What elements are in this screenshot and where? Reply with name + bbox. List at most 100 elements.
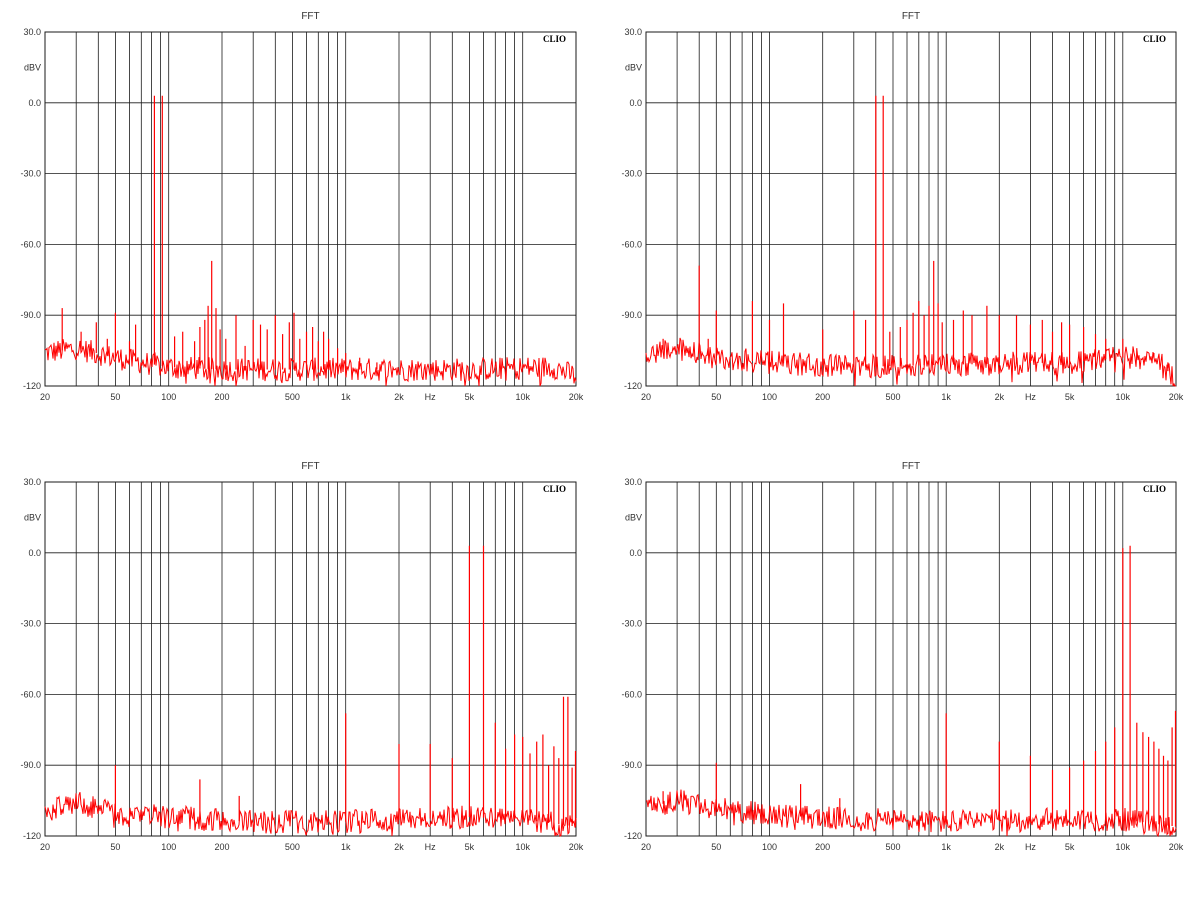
x-axis-unit: Hz — [1025, 842, 1036, 852]
y-tick-label: -90.0 — [621, 760, 642, 770]
harmonic-peaks — [114, 545, 577, 827]
y-tick-label: -120 — [624, 831, 642, 841]
x-tick-label: 500 — [885, 842, 900, 852]
y-tick-label: -30.0 — [20, 169, 41, 179]
x-tick-label: 50 — [110, 392, 120, 402]
x-tick-label: 20 — [40, 842, 50, 852]
x-tick-label: 200 — [214, 842, 229, 852]
x-tick-label: 20k — [1169, 392, 1184, 402]
y-tick-label: 0.0 — [28, 548, 41, 558]
x-tick-label: 100 — [762, 392, 777, 402]
fft-chart-4: FFT CLIO 30.0 0.0 -30.0 -60.0 -90.0 -120 dBV 20 50… — [621, 461, 1183, 852]
noise-floor-trace — [645, 337, 1176, 387]
y-tick-label: -60.0 — [20, 239, 41, 249]
x-tick-label: 1k — [941, 842, 951, 852]
x-tick-label: 2k — [995, 392, 1005, 402]
x-tick-label: 20 — [641, 392, 651, 402]
y-tick-label: 0.0 — [629, 548, 642, 558]
y-tick-label: -60.0 — [621, 689, 642, 699]
y-tick-label: -120 — [23, 831, 41, 841]
x-tick-label: 2k — [995, 842, 1005, 852]
noise-floor-trace — [44, 339, 577, 387]
chart-title: FFT — [902, 461, 920, 472]
plot-area — [44, 31, 577, 387]
y-tick-label: -120 — [23, 381, 41, 391]
y-tick-label: 30.0 — [624, 477, 642, 487]
clio-brand: CLIO — [543, 34, 566, 44]
x-tick-label: 100 — [762, 842, 777, 852]
vertical-gridlines — [75, 32, 524, 386]
x-tick-label: 100 — [161, 392, 176, 402]
plot-area — [44, 481, 577, 837]
x-axis-unit: Hz — [425, 842, 436, 852]
y-tick-label: -90.0 — [20, 760, 41, 770]
chart-title: FFT — [301, 11, 319, 22]
y-axis-unit: dBV — [24, 512, 41, 522]
horizontal-gridlines — [45, 481, 576, 837]
clio-brand: CLIO — [1143, 484, 1166, 494]
x-tick-label: 5k — [1065, 842, 1075, 852]
horizontal-gridlines — [45, 31, 576, 387]
harmonic-peaks — [662, 95, 1169, 372]
y-tick-label: -30.0 — [621, 619, 642, 629]
y-axis-unit: dBV — [625, 512, 642, 522]
fft-chart-3: FFT CLIO 30.0 0.0 -30.0 -60.0 -90.0 -120 dBV 20 50… — [20, 461, 583, 852]
x-tick-label: 200 — [214, 392, 229, 402]
clio-brand: CLIO — [1143, 34, 1166, 44]
x-tick-label: 2k — [394, 392, 404, 402]
plot-area — [645, 31, 1177, 387]
y-tick-label: 30.0 — [23, 477, 41, 487]
x-tick-label: 1k — [341, 392, 351, 402]
x-tick-label: 20 — [641, 842, 651, 852]
x-tick-label: 200 — [815, 842, 830, 852]
x-tick-label: 50 — [711, 392, 721, 402]
y-tick-label: 0.0 — [629, 98, 642, 108]
x-tick-label: 5k — [465, 392, 475, 402]
x-tick-label: 10k — [1116, 392, 1131, 402]
x-tick-label: 500 — [285, 842, 300, 852]
chart-title: FFT — [902, 11, 920, 22]
x-tick-label: 50 — [110, 842, 120, 852]
harmonic-peaks — [662, 545, 1177, 827]
y-tick-label: -60.0 — [20, 689, 41, 699]
y-tick-label: 0.0 — [28, 98, 41, 108]
x-tick-label: 200 — [815, 392, 830, 402]
x-tick-label: 20k — [569, 392, 584, 402]
y-tick-label: 30.0 — [624, 27, 642, 37]
horizontal-gridlines — [646, 31, 1176, 387]
x-tick-label: 50 — [711, 842, 721, 852]
y-tick-label: 30.0 — [23, 27, 41, 37]
noise-floor-trace — [44, 792, 577, 837]
plot-area — [645, 481, 1177, 837]
x-tick-label: 20k — [1169, 842, 1184, 852]
y-axis-unit: dBV — [625, 62, 642, 72]
y-tick-label: -30.0 — [621, 169, 642, 179]
y-axis-unit: dBV — [24, 62, 41, 72]
y-tick-label: -30.0 — [20, 619, 41, 629]
x-tick-label: 10k — [1116, 842, 1131, 852]
x-tick-label: 100 — [161, 842, 176, 852]
x-tick-label: 20 — [40, 392, 50, 402]
y-tick-label: -90.0 — [20, 310, 41, 320]
x-tick-label: 5k — [1065, 392, 1075, 402]
x-axis-unit: Hz — [425, 392, 436, 402]
y-tick-label: -120 — [624, 381, 642, 391]
clio-brand: CLIO — [543, 484, 566, 494]
y-tick-label: -60.0 — [621, 239, 642, 249]
x-tick-label: 500 — [885, 392, 900, 402]
y-tick-label: -90.0 — [621, 310, 642, 320]
x-tick-label: 10k — [515, 842, 530, 852]
x-tick-label: 1k — [941, 392, 951, 402]
x-axis-unit: Hz — [1025, 392, 1036, 402]
harmonic-peaks — [61, 95, 378, 370]
x-tick-label: 2k — [394, 842, 404, 852]
x-tick-label: 500 — [285, 392, 300, 402]
x-tick-label: 20k — [569, 842, 584, 852]
horizontal-gridlines — [646, 481, 1176, 837]
noise-floor-trace — [646, 789, 1177, 838]
x-tick-label: 5k — [465, 842, 475, 852]
fft-chart-1: FFT CLIO 30.0 0.0 -30.0 -60.0 -90.0 -120 dBV 20 50… — [20, 11, 583, 402]
x-tick-label: 10k — [515, 392, 530, 402]
chart-title: FFT — [301, 461, 319, 472]
